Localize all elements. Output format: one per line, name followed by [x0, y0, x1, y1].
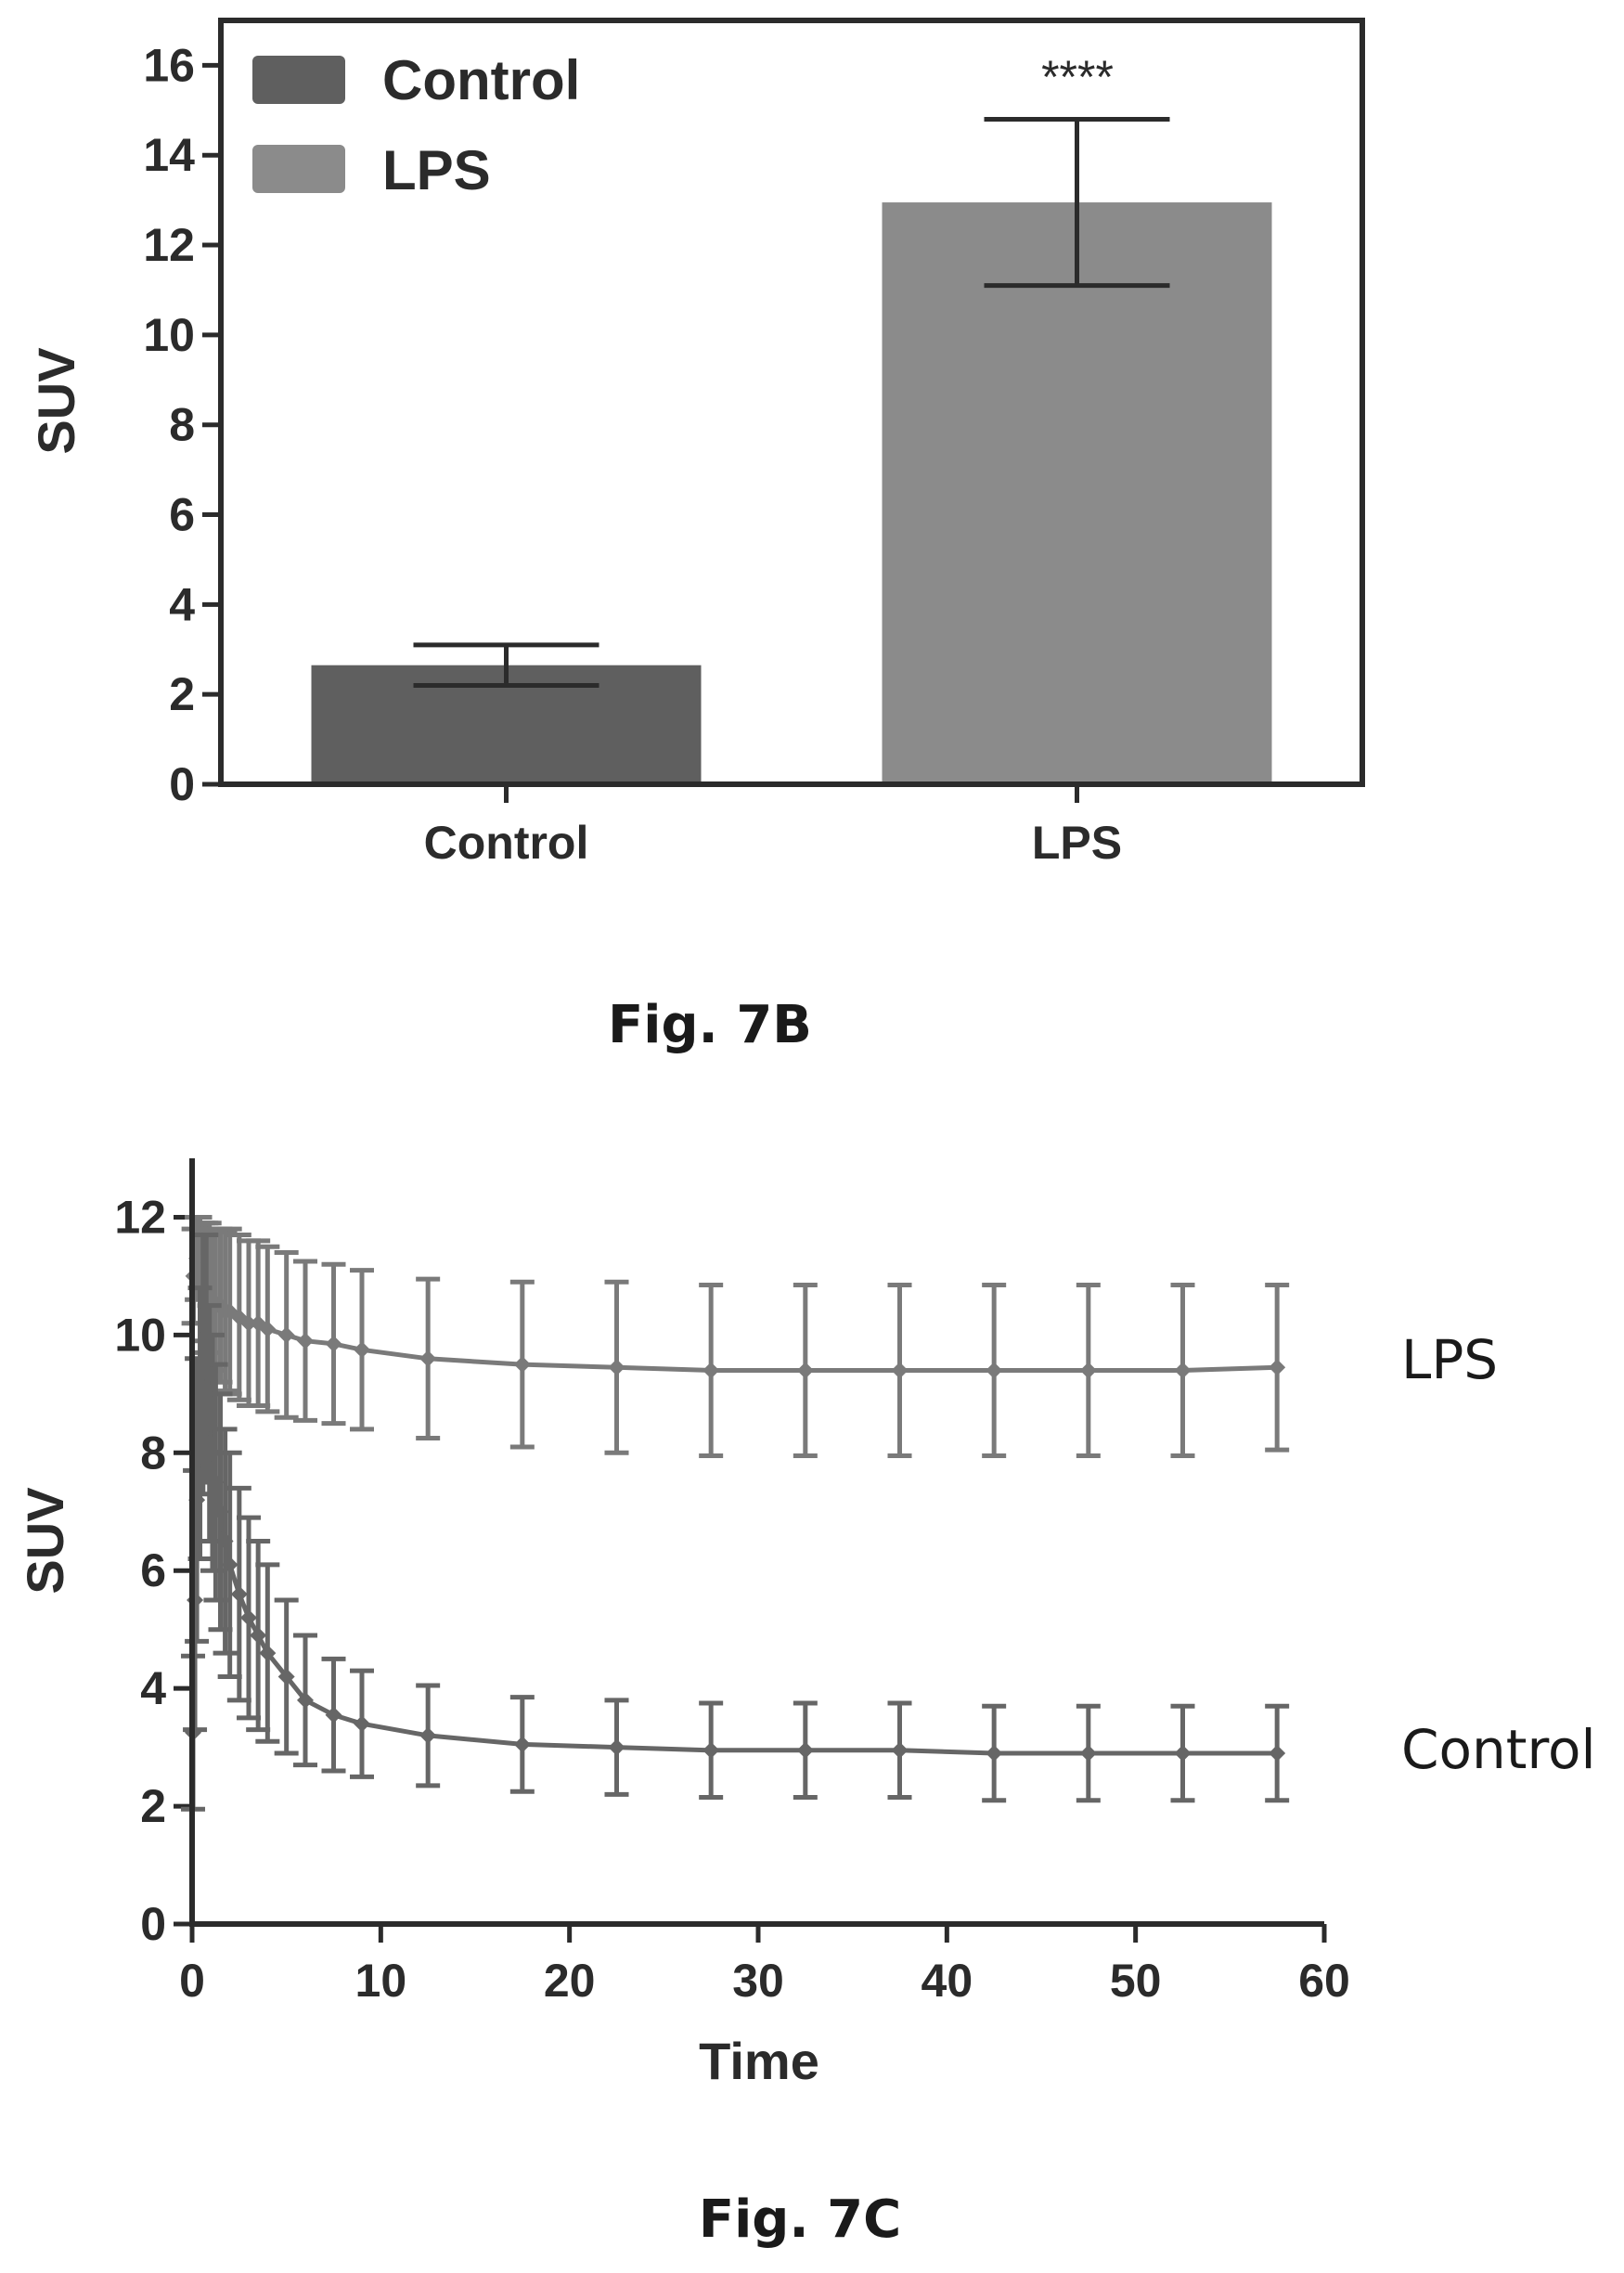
bar-chart-y-axis-title: SUV [27, 347, 85, 454]
y-tick-label: 4 [140, 1662, 166, 1714]
y-tick-label: 6 [169, 489, 195, 541]
y-tick-label: 6 [140, 1544, 166, 1596]
data-point-control [216, 1532, 234, 1550]
series-line-control [190, 1356, 1278, 1756]
x-tick-label: 10 [355, 1955, 407, 2007]
data-point-control [608, 1738, 625, 1756]
x-tick-label: 0 [179, 1955, 205, 2007]
y-tick-label: 0 [169, 758, 195, 810]
data-point-lps [1174, 1362, 1192, 1379]
data-point-control [297, 1691, 314, 1709]
figure-caption-7c: Fig. 7C [699, 2189, 901, 2250]
y-tick-label: 4 [169, 578, 195, 630]
data-point-lps [325, 1335, 342, 1352]
x-tick-label: 50 [1110, 1955, 1162, 2007]
data-point-control [513, 1736, 531, 1753]
data-point-control [207, 1474, 225, 1492]
data-point-control [702, 1741, 720, 1759]
legend-swatch-lps [252, 145, 345, 193]
bar-lps [882, 202, 1272, 785]
data-point-lps [1269, 1359, 1286, 1376]
series-lps [181, 1214, 1290, 1458]
bar-chart-error-bars [413, 117, 1170, 688]
data-point-lps [986, 1362, 1003, 1379]
series-line-lps [191, 1256, 1278, 1373]
data-point-lps [297, 1332, 314, 1350]
data-point-lps [1079, 1362, 1097, 1379]
data-point-lps [354, 1341, 370, 1359]
y-tick-label: 8 [140, 1427, 166, 1479]
bar-chart-bars [311, 202, 1272, 785]
data-point-control [1079, 1744, 1097, 1762]
data-point-control [277, 1668, 295, 1685]
y-tick-label: 8 [169, 399, 195, 451]
data-point-control [250, 1627, 267, 1645]
line-chart-x-axis-title: Time [699, 2032, 819, 2090]
data-point-control [221, 1556, 238, 1573]
legend-label-control: Control [382, 49, 580, 111]
series-control [181, 1233, 1290, 1812]
line-chart-ticks: 0 2 4 6 8 10 12 0 10 20 30 40 50 60 [114, 1191, 1349, 2007]
y-tick-label: 0 [140, 1898, 166, 1950]
series-label-control: Control [1401, 1718, 1596, 1781]
data-point-lps [277, 1326, 295, 1344]
data-point-lps [891, 1362, 909, 1379]
data-point-lps [796, 1362, 814, 1379]
data-point-control [1174, 1744, 1192, 1762]
y-tick-label: 10 [114, 1309, 166, 1361]
data-point-control [191, 1414, 209, 1432]
data-point-lps [419, 1350, 437, 1367]
data-point-control [796, 1741, 814, 1759]
line-chart-7c: 0 2 4 6 8 10 12 0 10 20 30 40 50 60 SUV Time LPS Cont… [16, 1158, 1596, 2250]
legend-swatch-control [252, 56, 345, 104]
x-tick-label: 20 [544, 1955, 596, 2007]
data-point-control [230, 1585, 248, 1603]
data-point-lps [608, 1359, 625, 1376]
y-tick-label: 2 [169, 668, 195, 720]
data-point-lps [513, 1356, 531, 1374]
x-tick-label: Control [424, 817, 589, 869]
x-tick-label: LPS [1032, 817, 1122, 869]
bar-chart-ticks: 0 2 4 6 8 10 12 14 16 Control LPS [143, 39, 1122, 869]
line-chart-y-axis-title: SUV [16, 1487, 74, 1594]
data-point-control [187, 1591, 204, 1608]
legend-label-lps: LPS [382, 139, 491, 201]
bar-chart-7b: 0 2 4 6 8 10 12 14 16 Control LPS SUV **** Control… [27, 18, 1365, 1055]
y-tick-label: 2 [140, 1780, 166, 1832]
data-point-control [354, 1715, 370, 1733]
data-point-lps [702, 1362, 720, 1379]
data-point-control [198, 1350, 215, 1367]
bar-chart-legend: Control LPS [252, 49, 580, 201]
data-point-control [891, 1741, 909, 1759]
data-point-control [240, 1609, 257, 1626]
data-point-control [419, 1726, 437, 1744]
y-tick-label: 12 [114, 1191, 166, 1243]
series-label-lps: LPS [1401, 1328, 1498, 1391]
y-tick-label: 10 [143, 309, 195, 361]
data-point-control [259, 1645, 277, 1662]
data-point-control [1269, 1744, 1286, 1762]
x-tick-label: 60 [1298, 1955, 1350, 2007]
x-tick-label: 40 [922, 1955, 973, 2007]
x-tick-label: 30 [732, 1955, 784, 2007]
data-point-control [212, 1503, 229, 1520]
data-point-lps [240, 1314, 257, 1332]
data-point-control [986, 1744, 1003, 1762]
data-point-lps [259, 1321, 277, 1338]
data-point-control [203, 1444, 221, 1462]
y-tick-label: 14 [143, 129, 195, 181]
data-point-control [200, 1414, 218, 1432]
y-tick-label: 12 [143, 219, 195, 271]
figure-caption-7b: Fig. 7B [608, 995, 812, 1055]
significance-annotation: **** [1041, 51, 1114, 103]
bar-chart-frame [218, 18, 1365, 787]
y-tick-label: 16 [143, 39, 195, 91]
line-chart-series [181, 1214, 1290, 1812]
data-point-control [325, 1706, 342, 1724]
